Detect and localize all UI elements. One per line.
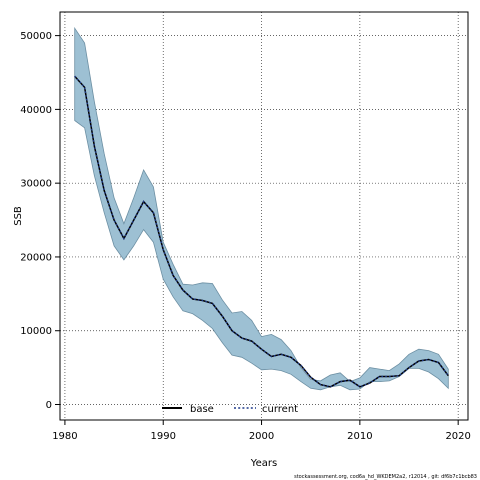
y-axis: 0 10000 20000 30000 40000 50000: [20, 31, 60, 411]
plot-frame: [59, 11, 469, 421]
legend-label-current: current: [262, 404, 298, 415]
y-tick-label: 0: [46, 400, 52, 411]
x-tick-label: 2010: [347, 431, 372, 442]
x-axis: 1980 1990 2000 2010 2020: [52, 420, 471, 442]
x-tick-label: 1980: [52, 431, 77, 442]
y-tick-label: 10000: [20, 326, 52, 337]
y-tick-label: 50000: [20, 31, 52, 42]
x-tick-label: 1990: [151, 431, 176, 442]
grid: [60, 12, 468, 420]
legend: base current: [162, 404, 298, 415]
series-line-current: [74, 75, 449, 388]
y-axis-title: SSB: [13, 206, 24, 226]
legend-label-base: base: [190, 404, 214, 415]
x-axis-title: Years: [250, 458, 277, 469]
footer-note: stockassessment.org, cod6a_hd_WKDEM2a2, …: [294, 474, 477, 480]
y-tick-label: 30000: [20, 179, 52, 190]
x-tick-label: 2000: [249, 431, 274, 442]
y-tick-label: 20000: [20, 252, 52, 263]
y-tick-label: 40000: [20, 105, 52, 116]
x-tick-label: 2020: [445, 431, 470, 442]
